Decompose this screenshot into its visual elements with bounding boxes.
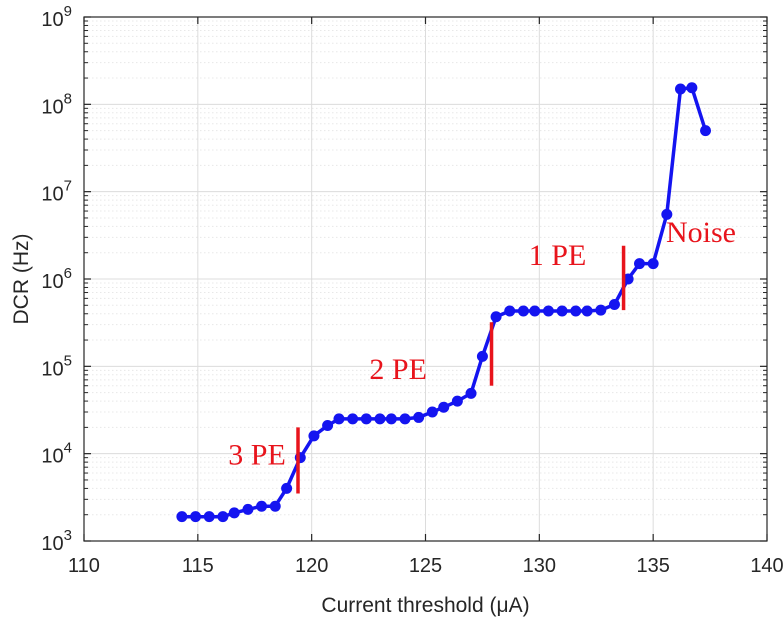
annotation-label: 2 PE <box>369 353 427 386</box>
y-tick-label: 105 <box>41 352 72 380</box>
data-point <box>333 413 345 425</box>
data-point <box>374 413 386 425</box>
data-point <box>217 511 229 523</box>
data-point <box>581 305 593 317</box>
data-point <box>570 305 582 317</box>
data-point <box>451 395 463 407</box>
threshold-markers <box>296 245 626 494</box>
data-point <box>686 82 698 94</box>
data-point <box>504 305 516 317</box>
data-point <box>465 387 477 399</box>
data-point <box>385 413 397 425</box>
data-point <box>438 401 450 413</box>
series <box>176 82 712 523</box>
data-point <box>426 406 438 418</box>
data-point <box>517 305 529 317</box>
annotation-label: 1 PE <box>529 239 587 272</box>
y-tick-label: 103 <box>41 527 72 555</box>
data-point <box>269 500 281 512</box>
data-point <box>674 83 686 95</box>
y-tick-label: 109 <box>41 3 72 31</box>
x-tick-label: 135 <box>636 555 669 577</box>
data-point <box>228 507 240 519</box>
data-point <box>256 500 268 512</box>
data-point <box>347 413 359 425</box>
data-point <box>661 208 673 220</box>
data-point <box>322 420 334 432</box>
data-point <box>634 258 646 270</box>
data-point <box>700 125 712 137</box>
data-point <box>308 430 320 442</box>
data-point <box>360 413 372 425</box>
data-point <box>490 311 502 323</box>
x-tick-label: 110 <box>68 555 100 577</box>
data-point <box>542 305 554 317</box>
annotation-label: Noise <box>666 216 736 249</box>
data-point <box>242 503 254 515</box>
x-tick-label: 130 <box>523 555 556 577</box>
annotations: 3 PE 2 PE 1 PE Noise <box>228 216 736 472</box>
data-point <box>281 482 293 494</box>
data-point <box>190 511 202 523</box>
y-axis-label: DCR (Hz) <box>10 234 33 325</box>
data-point <box>476 350 488 362</box>
ticks: 103 104 105 106 107 108 109 110 115 120 125 130 135 1… <box>41 3 783 577</box>
data-point <box>399 413 411 425</box>
x-axis-label: Current threshold (μA) <box>321 594 529 617</box>
x-tick-label: 125 <box>409 555 442 577</box>
data-point <box>176 511 188 523</box>
data-point <box>595 304 607 316</box>
y-tick-label: 107 <box>41 178 72 206</box>
data-point <box>413 411 425 423</box>
y-tick-label: 104 <box>41 440 72 468</box>
data-point <box>622 273 634 285</box>
x-tick-label: 115 <box>182 555 214 577</box>
data-point <box>529 305 541 317</box>
x-tick-label: 120 <box>295 555 328 577</box>
data-point <box>556 305 568 317</box>
y-tick-label: 106 <box>41 265 72 293</box>
annotation-label: 3 PE <box>228 439 286 472</box>
y-tick-label: 108 <box>41 90 72 118</box>
data-point <box>203 511 215 523</box>
x-tick-label: 140 <box>750 555 783 577</box>
data-point <box>608 299 620 311</box>
grid <box>83 16 768 542</box>
data-point <box>647 258 659 270</box>
